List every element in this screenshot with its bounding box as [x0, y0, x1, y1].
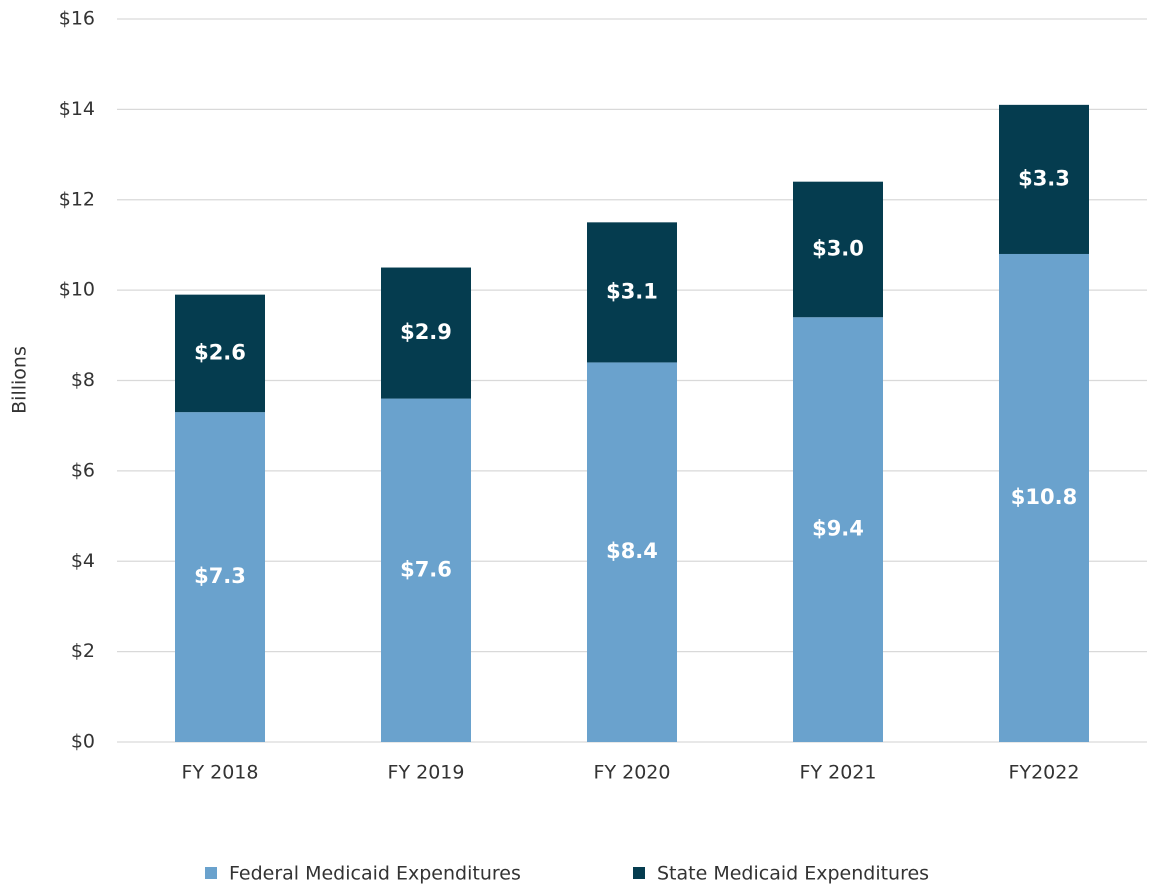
value-label: $7.3 — [194, 564, 246, 588]
value-label: $10.8 — [1011, 485, 1077, 509]
y-tick-label: $4 — [71, 550, 95, 572]
y-tick-label: $6 — [71, 459, 95, 481]
y-tick-label: $0 — [71, 731, 95, 753]
x-tick-label: FY 2021 — [800, 762, 877, 784]
value-label: $3.1 — [606, 279, 658, 303]
y-axis-label: Billions — [9, 346, 31, 414]
value-label: $3.0 — [812, 236, 864, 260]
bar-segment — [381, 267, 471, 399]
legend-label: Federal Medicaid Expenditures — [229, 863, 521, 885]
value-label: $7.6 — [400, 557, 452, 581]
value-label: $2.6 — [194, 340, 246, 364]
y-tick-label: $8 — [71, 369, 95, 391]
bar-segment — [175, 294, 265, 413]
bar-segment — [175, 412, 265, 742]
bar-segment — [793, 317, 883, 742]
legend-label: State Medicaid Expenditures — [657, 863, 929, 885]
bar-segment — [587, 222, 677, 363]
legend-swatch — [205, 867, 217, 879]
bar-segment — [587, 362, 677, 742]
bar-segment — [999, 253, 1089, 742]
value-label: $8.4 — [606, 539, 658, 563]
value-label: $2.9 — [400, 320, 452, 344]
x-tick-label: FY 2018 — [182, 762, 259, 784]
y-tick-label: $10 — [59, 279, 95, 301]
value-label: $3.3 — [1018, 166, 1070, 190]
y-tick-label: $14 — [59, 98, 95, 120]
x-tick-label: FY2022 — [1009, 762, 1080, 784]
bar-segment — [999, 104, 1089, 254]
bar-segment — [381, 398, 471, 742]
x-tick-label: FY 2020 — [594, 762, 671, 784]
y-tick-label: $2 — [71, 640, 95, 662]
legend-swatch — [633, 867, 645, 879]
y-tick-label: $12 — [59, 188, 95, 210]
y-tick-label: $16 — [59, 8, 95, 30]
x-tick-label: FY 2019 — [388, 762, 465, 784]
value-label: $9.4 — [812, 517, 864, 541]
bar-segment — [793, 181, 883, 318]
